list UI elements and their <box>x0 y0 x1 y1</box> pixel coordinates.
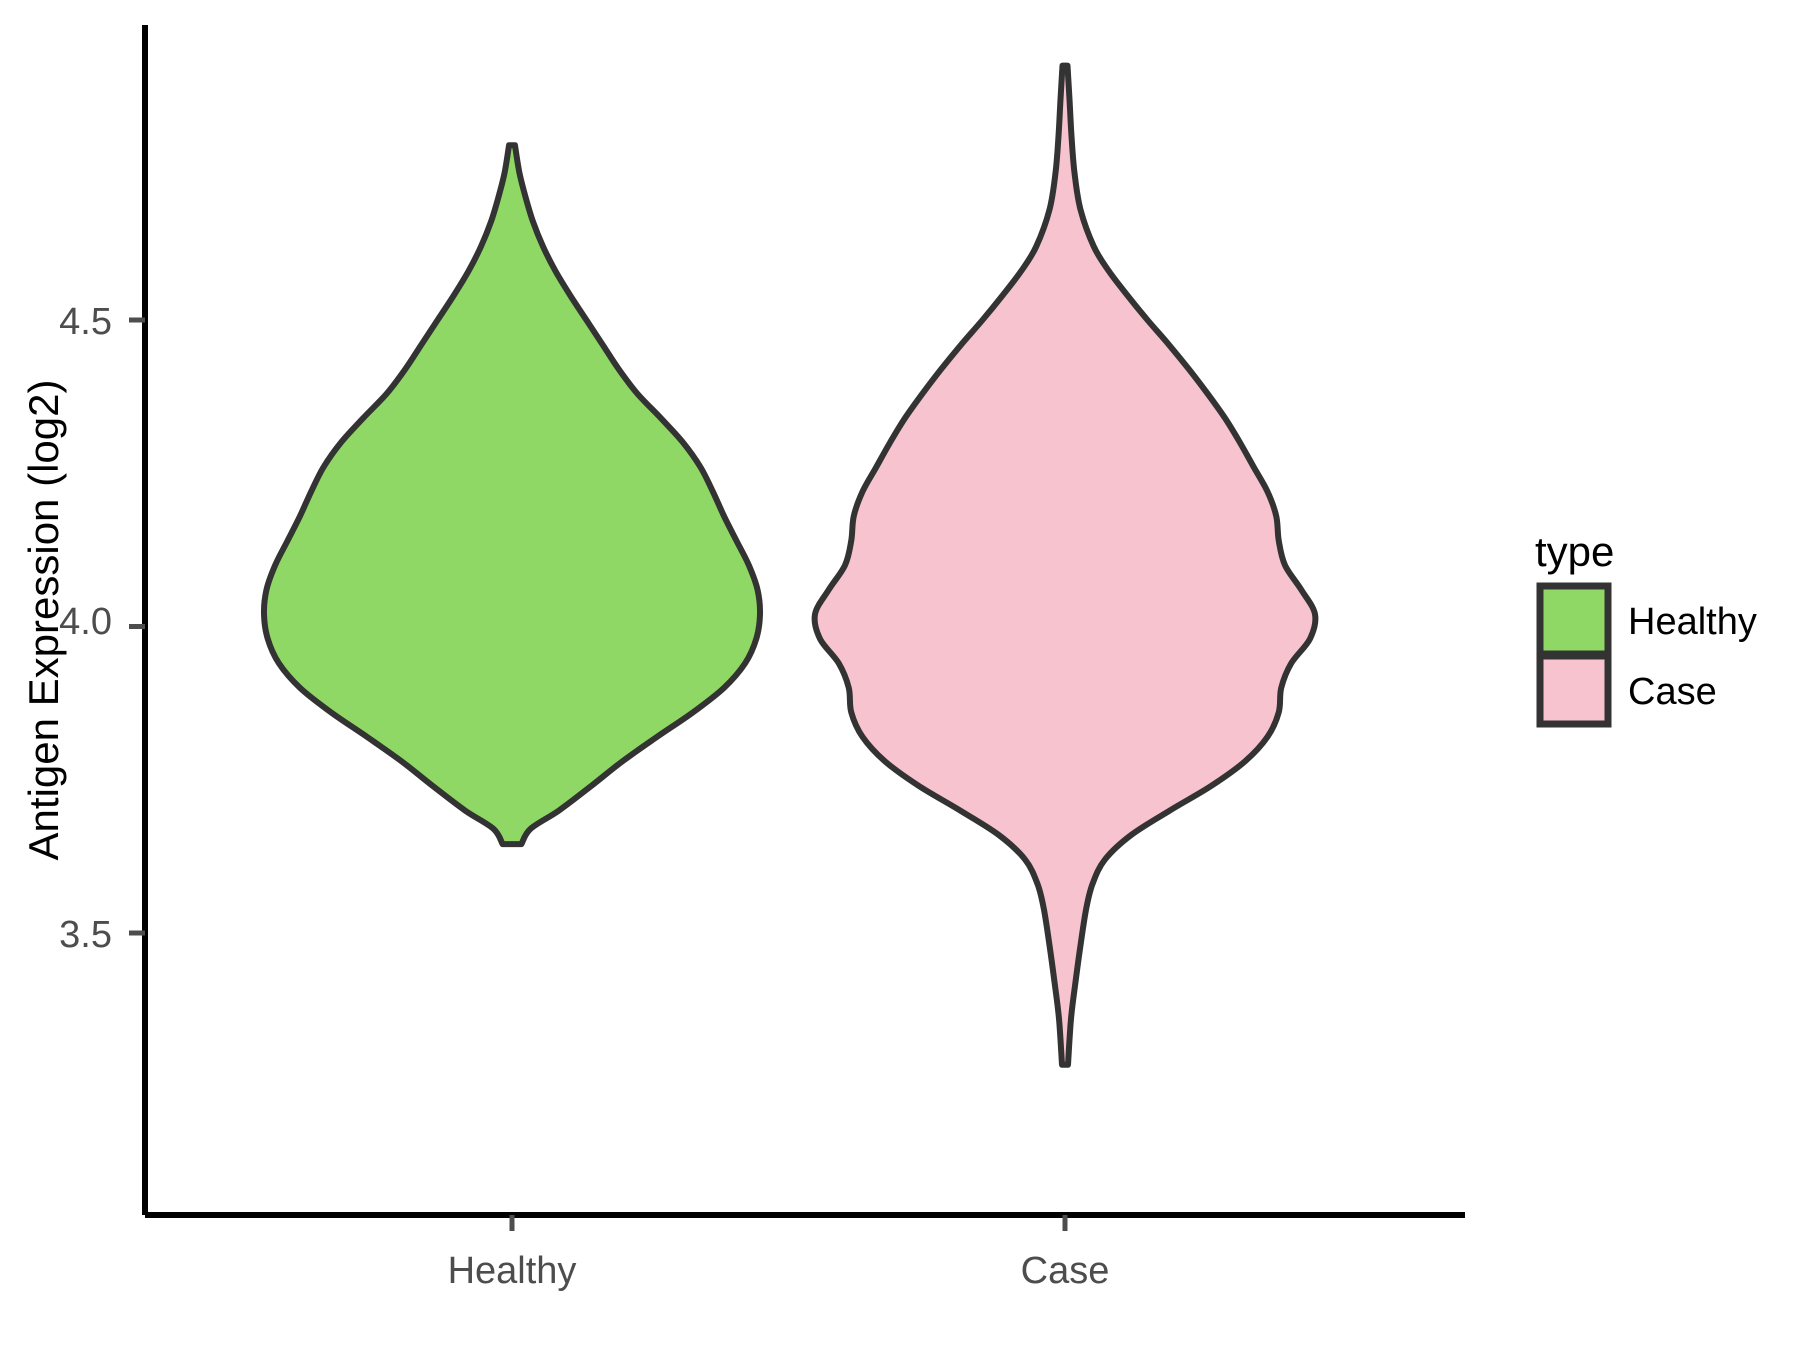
legend-label-healthy: Healthy <box>1628 601 1757 643</box>
y-tick-label-3-5: 3.5 <box>59 914 112 956</box>
legend-label-case: Case <box>1628 671 1717 713</box>
y-tick-label-4-0: 4.0 <box>59 601 112 643</box>
violin-case[interactable] <box>811 62 1319 1068</box>
violin-shapes <box>260 62 1319 1068</box>
legend-swatch-case[interactable] <box>1536 652 1612 728</box>
legend-swatch-healthy[interactable] <box>1536 582 1612 658</box>
legend-title: type <box>1535 528 1614 575</box>
x-tick-marks <box>509 1215 1068 1231</box>
legend: type Healthy Case <box>1535 528 1757 728</box>
y-tick-marks <box>129 317 145 936</box>
y-axis-title: Antigen Expression (log2) <box>20 380 67 861</box>
y-tick-label-4-5: 4.5 <box>59 301 112 343</box>
x-tick-label-healthy: Healthy <box>448 1250 577 1292</box>
violin-healthy[interactable] <box>260 142 764 848</box>
x-tick-label-case: Case <box>1021 1250 1110 1292</box>
